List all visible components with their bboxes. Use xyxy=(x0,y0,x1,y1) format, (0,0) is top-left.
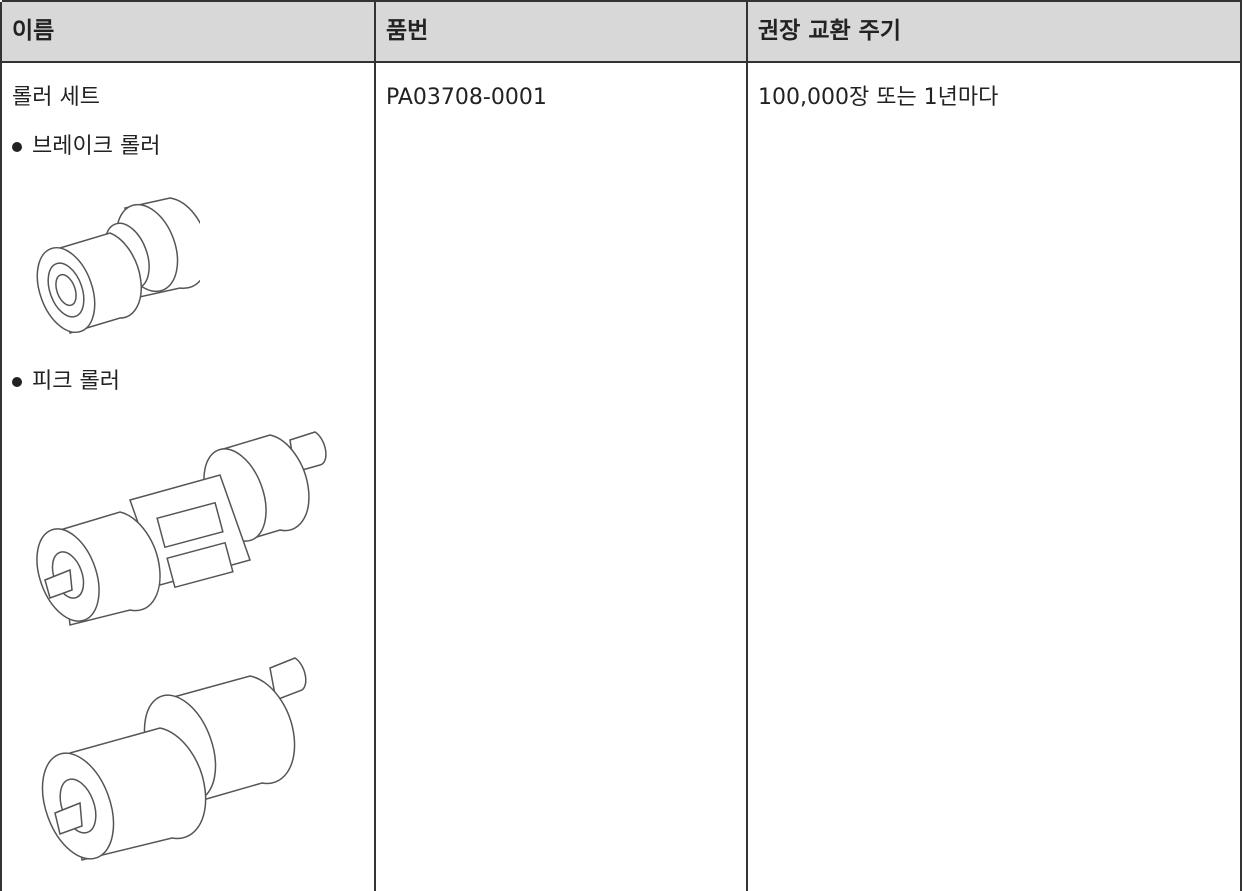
sub-item: 브레이크 롤러 xyxy=(32,134,161,159)
header-cell: 이름 xyxy=(12,18,55,44)
border xyxy=(2,0,1242,2)
pick-roller-illustration xyxy=(41,657,307,861)
header-cell: 권장 교환 주기 xyxy=(758,18,901,44)
sub-item: 피크 롤러 xyxy=(32,369,120,394)
border xyxy=(0,2,2,891)
border xyxy=(374,2,376,891)
replacement-cycle: 100,000장 또는 1년마다 xyxy=(758,85,999,110)
border xyxy=(746,2,748,891)
pick-roller-illustration xyxy=(36,431,327,626)
brake-roller-illustration xyxy=(36,197,200,334)
border xyxy=(2,61,1242,63)
part-name: 롤러 세트 xyxy=(12,85,100,110)
part-number: PA03708-0001 xyxy=(386,85,547,110)
header-row xyxy=(2,2,1241,61)
border xyxy=(1240,2,1242,891)
bullet xyxy=(12,377,22,387)
header-cell: 품번 xyxy=(386,18,429,44)
bullet xyxy=(12,142,22,152)
